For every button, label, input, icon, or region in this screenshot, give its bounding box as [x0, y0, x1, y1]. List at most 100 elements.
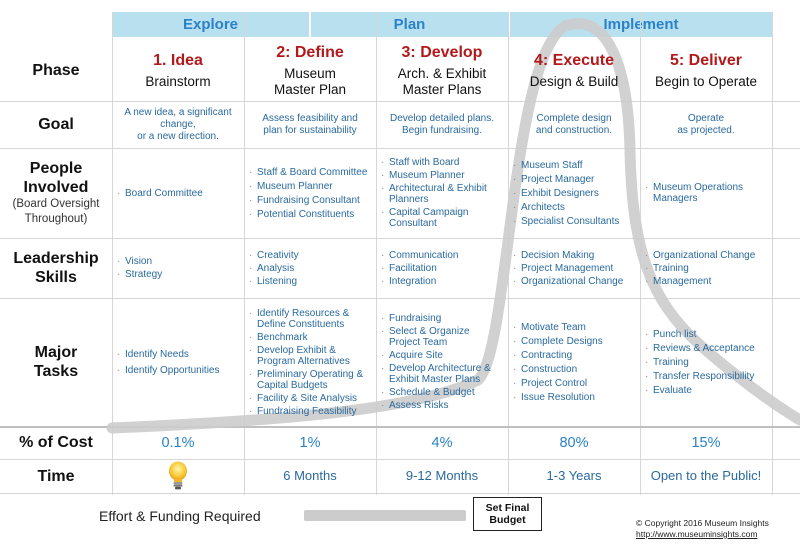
list-item: Develop Exhibit & Program Alternatives	[249, 345, 371, 367]
phase-2-time: 6 Months	[283, 468, 337, 483]
list-item: Organizational Change	[513, 276, 635, 287]
phase-5-skills: Organizational Change Training Managemen…	[640, 238, 772, 298]
phase-4-skills: Decision Making Project Management Organ…	[508, 238, 640, 298]
list-item: Board Committee	[117, 188, 239, 199]
grid-divider	[0, 459, 800, 460]
list-item: Staff with Board	[381, 157, 503, 168]
list-item: Vision	[117, 256, 239, 267]
list-item: Reviews & Acceptance	[645, 343, 767, 354]
phase-4-people: Museum Staff Project Manager Exhibit Des…	[508, 148, 640, 238]
phase-2-skills: Creativity Analysis Listening	[244, 238, 376, 298]
list-item: Museum Planner	[381, 170, 503, 181]
phase-5-people: Museum Operations Managers	[640, 148, 772, 238]
phase-name: Museum	[284, 66, 336, 81]
grid-divider	[0, 298, 800, 299]
list-item: Training	[645, 263, 767, 274]
list-item: Fundraising Feasibility	[249, 406, 371, 417]
row-label-people: People Involved (Board Oversight Through…	[12, 160, 100, 225]
grid-divider	[0, 148, 800, 149]
phase-3-time: 9-12 Months	[405, 468, 479, 483]
phase-name: Brainstorm	[145, 74, 211, 89]
list-item: Benchmark	[249, 332, 371, 343]
list-item: Organizational Change	[645, 250, 767, 261]
list-item: Identify Opportunities	[117, 365, 239, 376]
phase-4-cost: 80%	[559, 434, 589, 451]
stage-plan: Plan	[311, 12, 508, 37]
list-item: Fundraising	[381, 313, 503, 324]
list-item: Strategy	[117, 269, 239, 280]
grid-divider	[0, 238, 800, 239]
grid-divider	[112, 12, 113, 495]
list-item: Museum Operations Managers	[645, 182, 767, 204]
list-item: Museum Staff	[513, 160, 635, 171]
list-item: Issue Resolution	[513, 392, 635, 403]
phase-3-cost: 4%	[431, 434, 453, 451]
list-item: Analysis	[249, 263, 371, 274]
copyright-notice: © Copyright 2016 Museum Insights http://…	[636, 518, 769, 539]
grid-divider	[376, 12, 377, 495]
list-item: Assess Risks	[381, 400, 503, 411]
phase-1-tasks: Identify Needs Identify Opportunities	[112, 298, 244, 426]
copyright-url-link[interactable]: http://www.museuminsights.com	[636, 529, 758, 539]
list-item: Training	[645, 357, 767, 368]
phase-name: Begin to Operate	[654, 74, 758, 89]
set-final-budget-box: Set Final Budget	[473, 497, 542, 531]
phase-1-time	[112, 459, 244, 493]
list-item: Project Control	[513, 378, 635, 389]
phase-number: 3: Develop	[401, 44, 483, 61]
phase-name: Master Plan	[273, 82, 347, 97]
phase-2-tasks: Identify Resources & Define Constituents…	[244, 298, 376, 426]
list-item: Facility & Site Analysis	[249, 393, 371, 404]
phase-5-header: 5: Deliver Begin to Operate	[640, 40, 772, 101]
list-item: Construction	[513, 364, 635, 375]
phase-2-people: Staff & Board Committee Museum Planner F…	[244, 148, 376, 238]
list-item: Identify Resources & Define Constituents	[249, 308, 371, 330]
list-item: Architectural & Exhibit Planners	[381, 183, 503, 205]
lightbulb-icon	[169, 461, 187, 490]
grid-divider	[0, 101, 800, 102]
list-item: Capital Campaign Consultant	[381, 207, 503, 229]
phase-number: 1. Idea	[153, 52, 203, 69]
list-item: Potential Constituents	[249, 209, 371, 220]
list-item: Punch list	[645, 329, 767, 340]
phase-5-tasks: Punch list Reviews & Acceptance Training…	[640, 298, 772, 426]
row-label-cost: % of Cost	[19, 434, 93, 451]
phase-name: Design & Build	[529, 74, 619, 89]
list-item: Decision Making	[513, 250, 635, 261]
grid-divider	[772, 12, 773, 495]
grid-divider	[244, 12, 245, 495]
list-item: Exhibit Designers	[513, 188, 635, 199]
legend-effort-label: Effort & Funding Required	[99, 508, 261, 524]
list-item: Communication	[381, 250, 503, 261]
list-item: Schedule & Budget	[381, 387, 503, 398]
list-item: Develop Architecture & Exhibit Master Pl…	[381, 363, 503, 385]
list-item: Fundraising Consultant	[249, 195, 371, 206]
stage-plan-label: Plan	[393, 16, 426, 33]
phase-1-goal: A new idea, a significant change, or a n…	[124, 106, 232, 142]
phase-name: Master Plans	[402, 82, 482, 97]
phase-5-time: Open to the Public!	[650, 468, 762, 483]
row-label-goal: Goal	[38, 116, 74, 133]
list-item: Listening	[249, 276, 371, 287]
row-label-tasks: Major Tasks	[33, 344, 79, 380]
list-item: Architects	[513, 202, 635, 213]
row-label-phase: Phase	[32, 62, 80, 79]
list-item: Integration	[381, 276, 503, 287]
list-item: Creativity	[249, 250, 371, 261]
list-item: Specialist Consultants	[513, 216, 635, 227]
list-item: Preliminary Operating & Capital Budgets	[249, 369, 371, 391]
list-item: Staff & Board Committee	[249, 167, 371, 178]
phase-3-tasks: Fundraising Select & Organize Project Te…	[376, 298, 508, 426]
phase-1-header: 1. Idea Brainstorm	[112, 40, 244, 101]
row-label-leadership: Leadership Skills	[13, 250, 99, 286]
stage-explore-label: Explore	[182, 16, 239, 33]
list-item: Acquire Site	[381, 350, 503, 361]
phase-2-header: 2: Define Museum Master Plan	[244, 40, 376, 101]
phase-4-goal: Complete design and construction.	[535, 112, 613, 136]
phase-3-goal: Develop detailed plans. Begin fundraisin…	[390, 112, 494, 136]
grid-divider	[0, 426, 800, 428]
phase-number: 2: Define	[276, 44, 344, 61]
phase-3-skills: Communication Facilitation Integration	[376, 238, 508, 298]
list-item: Contracting	[513, 350, 635, 361]
list-item: Evaluate	[645, 385, 767, 396]
